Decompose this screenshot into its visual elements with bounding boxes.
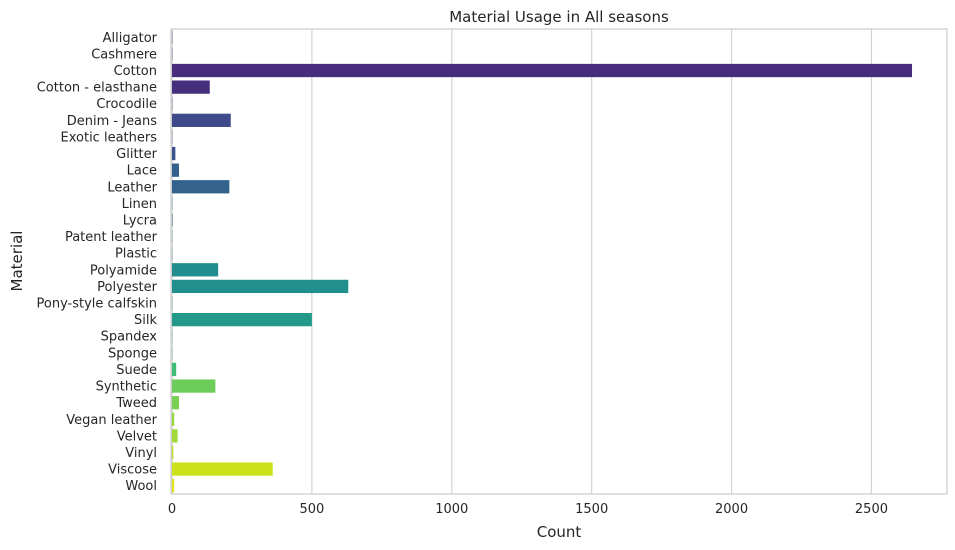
plot-frame xyxy=(170,28,948,495)
x-tick-label: 500 xyxy=(299,502,324,517)
y-tick-label: Suede xyxy=(116,363,157,378)
y-tick-label: Cashmere xyxy=(91,47,157,62)
bar xyxy=(172,279,349,294)
y-tick-label: Lace xyxy=(127,164,157,179)
bar xyxy=(172,213,173,227)
bar xyxy=(172,63,913,78)
bar xyxy=(172,312,312,327)
y-tick-label: Velvet xyxy=(117,429,157,444)
bar xyxy=(172,479,175,493)
y-tick-label: Polyamide xyxy=(90,263,157,278)
chart-title: Material Usage in All seasons xyxy=(449,8,669,26)
bar xyxy=(172,412,175,426)
x-tick-label: 1500 xyxy=(575,502,608,517)
bar xyxy=(172,113,231,127)
y-tick-label: Alligator xyxy=(103,31,158,46)
x-tick-label: 2000 xyxy=(715,502,748,517)
y-tick-label: Cotton - elasthane xyxy=(37,81,157,96)
bar xyxy=(172,362,177,377)
y-tick-label: Crocodile xyxy=(96,97,157,112)
y-tick-label: Silk xyxy=(134,313,157,328)
y-tick-label: Exotic leathers xyxy=(61,130,158,145)
y-axis-label: Material xyxy=(8,231,26,292)
y-tick-label: Synthetic xyxy=(96,380,157,395)
y-tick-label: Vinyl xyxy=(125,446,157,461)
y-tick-label: Spandex xyxy=(101,330,158,345)
y-tick-label: Patent leather xyxy=(65,230,158,245)
bar xyxy=(172,263,219,277)
y-tick-label: Viscose xyxy=(108,463,157,478)
y-tick-label: Vegan leather xyxy=(66,413,157,428)
y-tick-label: Tweed xyxy=(115,396,157,411)
y-tick-label: Wool xyxy=(125,479,157,494)
y-tick-label: Leather xyxy=(107,180,157,195)
y-tick-label: Linen xyxy=(122,197,157,212)
y-tick-label: Glitter xyxy=(116,147,157,162)
bar xyxy=(172,163,179,177)
bar xyxy=(172,429,178,443)
y-tick-label: Pony-style calfskin xyxy=(37,297,158,312)
bars xyxy=(172,30,913,493)
bar xyxy=(172,80,210,94)
x-tick-label: 1000 xyxy=(435,502,468,517)
bar xyxy=(172,462,273,476)
y-tick-label: Lycra xyxy=(123,213,157,228)
y-tick-label: Sponge xyxy=(108,346,157,361)
y-tick-label: Denim - Jeans xyxy=(67,114,158,129)
y-tick-label: Polyester xyxy=(97,280,158,295)
x-axis-label: Count xyxy=(537,523,582,541)
bar xyxy=(172,396,179,410)
bar xyxy=(172,445,174,460)
bar xyxy=(172,180,230,194)
y-tick-label: Plastic xyxy=(115,247,157,262)
grid-lines xyxy=(171,29,873,494)
x-tick-label: 0 xyxy=(168,502,176,517)
y-tick-label: Cotton xyxy=(114,64,157,79)
bar xyxy=(172,146,176,161)
bar xyxy=(172,379,216,393)
x-tick-labels: 0 500 1000 1500 2000 2500 xyxy=(168,502,888,517)
x-tick-label: 2500 xyxy=(855,502,888,517)
